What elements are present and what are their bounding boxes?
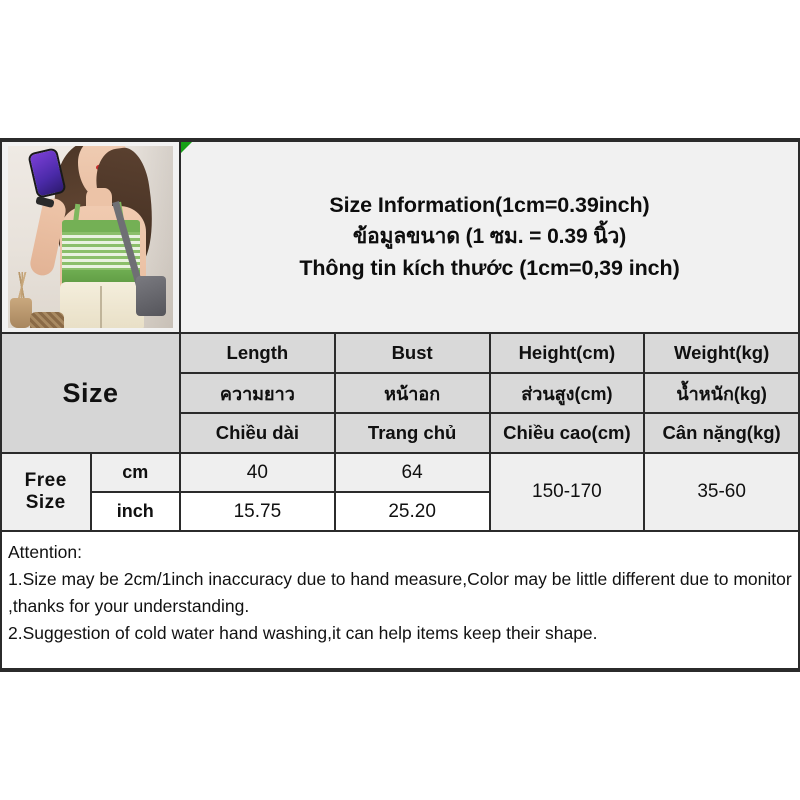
vase-decor	[10, 298, 32, 328]
attention-note-1: 1.Size may be 2cm/1inch inaccuracy due t…	[8, 569, 797, 617]
banner-row: Size Information(1cm=0.39inch) ข้อมูลขนา…	[0, 140, 800, 334]
attention-note-2: 2.Suggestion of cold water hand washing,…	[8, 623, 598, 644]
header-weight-en: Weight(kg)	[643, 332, 800, 374]
title-cell: Size Information(1cm=0.39inch) ข้อมูลขนา…	[179, 140, 800, 334]
attention-heading: Attention:	[8, 542, 82, 562]
size-chart-block: Size Information(1cm=0.39inch) ข้อมูลขนา…	[0, 138, 800, 672]
header-height-vi: Chiều cao(cm)	[488, 412, 646, 454]
header-bust-vi: Trang chủ	[333, 412, 491, 454]
free-size-label: Free Size	[0, 452, 92, 532]
value-weight-range: 35-60	[643, 452, 800, 532]
title-vietnamese: Thông tin kích thước (1cm=0,39 inch)	[299, 256, 680, 281]
header-length-vi: Chiều dài	[179, 412, 336, 454]
crossbody-bag	[136, 276, 166, 316]
value-length-inch: 15.75	[179, 491, 336, 532]
product-photo	[8, 146, 173, 328]
header-height-th: ส่วนสูง(cm)	[488, 372, 646, 414]
header-weight-th: น้ำหนัก(kg)	[643, 372, 800, 414]
value-bust-inch: 25.20	[333, 491, 491, 532]
header-length-en: Length	[179, 332, 336, 374]
title-lines: Size Information(1cm=0.39inch) ข้อมูลขนา…	[191, 192, 788, 283]
header-height-en: Height(cm)	[488, 332, 646, 374]
unit-inch: inch	[89, 491, 181, 532]
header-bust-th: หน้าอก	[333, 372, 491, 414]
comment-marker-icon	[181, 142, 192, 153]
header-row-vietnamese: Chiều dài Trang chủ Chiều cao(cm) Cân nặ…	[1, 412, 800, 454]
value-length-cm: 40	[179, 452, 336, 493]
title-english: Size Information(1cm=0.39inch)	[329, 192, 650, 217]
size-column-label: Size	[0, 332, 181, 454]
header-bust-en: Bust	[333, 332, 491, 374]
dried-grass-decor	[12, 272, 32, 302]
header-weight-vi: Cân nặng(kg)	[643, 412, 800, 454]
value-bust-cm: 64	[333, 452, 491, 493]
table-row-inch: inch 15.75 25.20	[1, 491, 799, 532]
attention-block: Attention: 1.Size may be 2cm/1inch inacc…	[0, 532, 800, 670]
unit-cm: cm	[89, 452, 181, 493]
header-length-th: ความยาว	[179, 372, 336, 414]
camisole-top-band	[62, 220, 140, 232]
header-row-english: Size Length Bust Height(cm) Weight(kg)	[0, 332, 800, 454]
basket-decor	[30, 312, 64, 328]
title-thai: ข้อมูลขนาด (1 ซม. = 0.39 นิ้ว)	[352, 224, 627, 248]
header-row-thai: ความยาว หน้าอก ส่วนสูง(cm) น้ำหนัก(kg)	[1, 372, 800, 414]
value-height-range: 150-170	[488, 452, 646, 532]
size-information-table: Size Information(1cm=0.39inch) ข้อมูลขนา…	[0, 140, 800, 532]
model-shorts	[60, 282, 144, 328]
table-row-cm: Free Size cm 40 64 150-170 35-60	[0, 452, 800, 532]
product-photo-cell	[0, 140, 181, 334]
shorts-seam	[100, 286, 102, 328]
